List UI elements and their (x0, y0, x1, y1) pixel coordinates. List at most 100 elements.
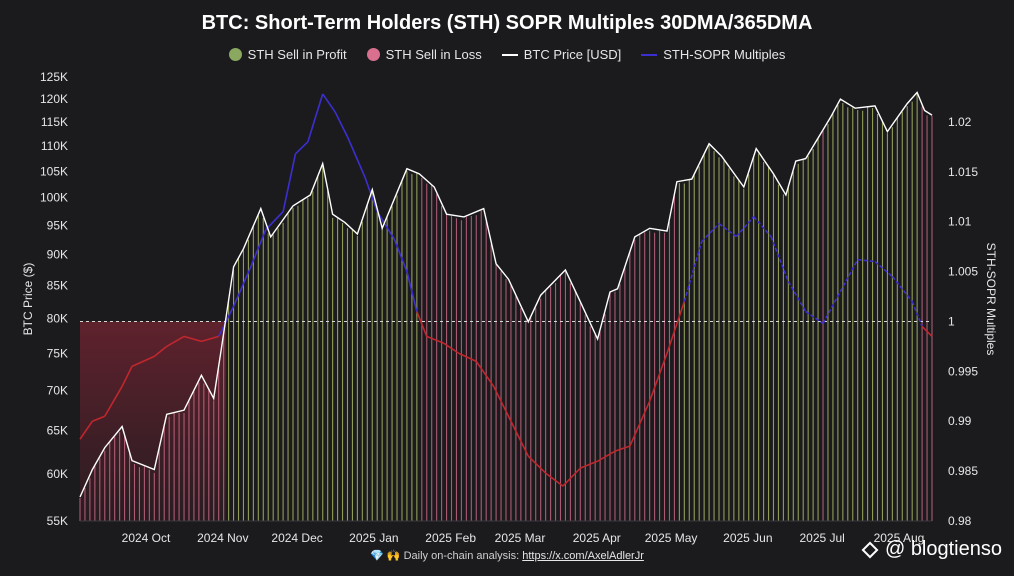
x-tick-label: 2025 Jun (723, 531, 772, 545)
sopr-line-segment (334, 111, 349, 138)
sopr-line-segment (921, 325, 933, 337)
price-line-icon (501, 53, 518, 56)
sopr-line-icon (641, 53, 658, 56)
profit-dot-icon (228, 48, 242, 61)
sopr-line-segment (426, 335, 445, 345)
sopr-line-segment (458, 352, 477, 363)
y2-tick-label: 1.01 (948, 215, 972, 229)
y-tick-label: 75K (47, 346, 68, 360)
y2-axis-label: STH-SOPR Multiples (984, 243, 998, 356)
y2-tick-label: 1.02 (948, 115, 972, 129)
x-tick-label: 2024 Dec (271, 531, 322, 545)
legend-item-loss[interactable]: STH Sell in Loss (366, 47, 482, 62)
x-tick-label: 2025 Apr (573, 531, 621, 545)
y-tick-label: 110K (41, 139, 68, 153)
sopr-line-segment (79, 420, 94, 440)
y-tick-label: 125K (40, 70, 68, 84)
sopr-line-segment (492, 385, 512, 422)
sopr-line-segment (307, 93, 324, 143)
sopr-line-segment (121, 365, 133, 387)
sopr-line-segment (153, 345, 168, 357)
chart-legend: STH Sell in Profit STH Sell in Loss BTC … (0, 47, 1014, 62)
sopr-line-segment (166, 335, 185, 348)
y-tick-label: 80K (47, 311, 68, 325)
x-tick-label: 2024 Oct (122, 531, 171, 545)
sopr-line-segment (250, 229, 267, 267)
sopr-line-segment (911, 301, 923, 327)
x-tick-label: 2025 May (645, 531, 698, 545)
y2-tick-label: 1 (948, 314, 955, 328)
sopr-line-segment (597, 450, 616, 462)
sopr-line-segment (393, 239, 408, 272)
x-tick-label: 2024 Nov (197, 531, 248, 545)
sopr-line-segment (735, 216, 755, 238)
sopr-line-segment (294, 141, 309, 155)
axes: 55K 60K 65K 70K 75K 80K 85K 90K 95K 100K 105K 110K 1… (21, 70, 998, 545)
legend-label-sopr: STH-SOPR Multiples (663, 47, 786, 62)
sopr-line-segment (614, 445, 631, 452)
btc-price-line (79, 91, 933, 498)
x-tick-label: 2025 Aug (874, 531, 925, 545)
y-tick-label: 65K (47, 424, 68, 438)
series-lines (79, 91, 933, 498)
sopr-line-segment (701, 223, 720, 243)
sopr-line-segment (183, 335, 202, 343)
sopr-line-segment (527, 455, 547, 474)
sopr-line-segment (805, 310, 824, 325)
y2-tick-label: 1.015 (948, 165, 978, 179)
sopr-line-segment (891, 276, 913, 302)
sopr-line-segment (839, 259, 859, 292)
footer-link[interactable]: https://x.com/AxelAdlerJr (522, 550, 644, 562)
legend-label-price: BTC Price [USD] (523, 47, 622, 62)
y-axis-label: BTC Price ($) (21, 263, 35, 336)
y-tick-label: 60K (47, 467, 68, 481)
chart-title: BTC: Short-Term Holders (STH) SOPR Multi… (201, 12, 813, 34)
y-tick-label: 85K (47, 279, 68, 293)
sopr-line-segment (282, 153, 297, 212)
sopr-line-segment (753, 216, 772, 238)
y-tick-label: 95K (47, 218, 68, 232)
footer-text: Daily on-chain analysis: (403, 550, 520, 562)
sopr-line-segment (510, 420, 530, 457)
watermark: @ blogtienso (861, 538, 1002, 561)
sopr-line-segment (201, 335, 219, 343)
sopr-line-segment (406, 271, 418, 312)
sopr-line-segment (857, 258, 876, 263)
y2-tick-label: 0.995 (948, 364, 978, 378)
sopr-line-segment (232, 266, 252, 307)
sopr-line-segment (475, 360, 495, 387)
x-tick-label: 2025 Feb (425, 531, 476, 545)
y-tick-label: 105K (40, 164, 68, 178)
legend-label-loss: STH Sell in Loss (385, 47, 482, 62)
loss-dot-icon (366, 48, 380, 61)
sopr-line-segment (822, 291, 842, 324)
y-tick-label: 100K (40, 191, 68, 205)
diamond-hands-icon: 💎 🙌 (370, 550, 401, 562)
profit-loss-bars (79, 93, 933, 521)
sopr-line-segment (443, 342, 460, 355)
sopr-line-segment (718, 223, 737, 238)
y2-tick-label: 1.005 (948, 265, 978, 279)
y-tick-label: 115K (41, 115, 68, 129)
x-tick-label: 2025 Jul (799, 531, 844, 545)
sopr-line-segment (580, 460, 598, 469)
sopr-line-segment (666, 301, 686, 354)
sopr-line-segment (770, 236, 790, 282)
binance-logo-icon (861, 541, 879, 559)
sopr-line-segment (322, 93, 336, 113)
sopr-line-segment (131, 355, 155, 368)
watermark-text: @ blogtienso (884, 538, 1002, 560)
legend-item-price[interactable]: BTC Price [USD] (501, 47, 622, 62)
y-tick-label: 70K (47, 384, 68, 398)
sopr-line-segment (683, 241, 703, 302)
legend-item-profit[interactable]: STH Sell in Profit (228, 47, 347, 62)
x-tick-label: 2025 Mar (495, 531, 546, 545)
sopr-line-segment (346, 136, 366, 178)
y-tick-label: 90K (47, 248, 68, 262)
legend-item-sopr[interactable]: STH-SOPR Multiples (641, 47, 785, 62)
sopr-line-segment (874, 260, 893, 278)
x-tick-label: 2025 Jan (349, 531, 398, 545)
sopr-line-segment (562, 467, 581, 487)
legend-label-profit: STH Sell in Profit (247, 47, 347, 62)
